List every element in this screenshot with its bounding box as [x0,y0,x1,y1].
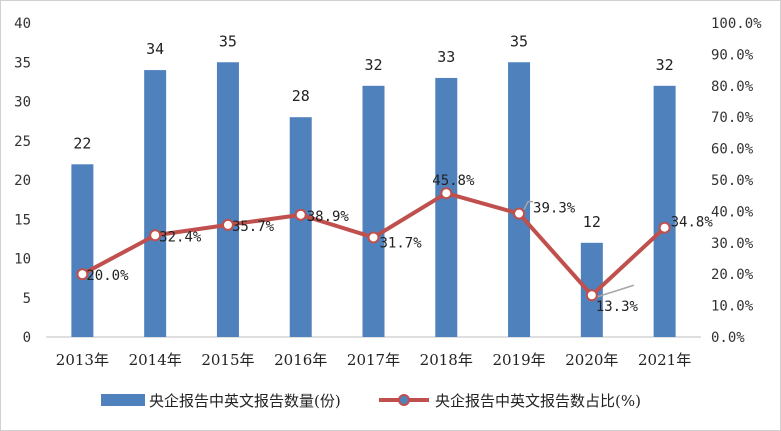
bar-value-label: 22 [73,134,91,152]
legend: 央企报告中英文报告数量(份) 央企报告中英文报告数占比(%) [101,392,641,410]
bar-series [71,62,676,337]
line-point-marker [440,187,453,200]
x-tick-label: 2017年 [347,351,400,369]
line-point-marker [76,268,89,281]
bar-data-labels: 22 34 35 28 32 33 35 12 32 [73,32,673,231]
bar [71,164,94,337]
line-point-marker [513,207,526,220]
right-tick-label: 90.0% [711,47,754,63]
left-tick-label: 30 [14,95,31,111]
bar [144,70,167,337]
line-value-label: 45.8% [432,173,475,189]
x-axis-ticks: 2013年 2014年 2015年 2016年 2017年 2018年 2019年 2020年… [56,351,691,369]
bar-value-label: 35 [510,32,528,50]
leader-line [595,284,635,298]
line-value-label: 13.3% [596,299,639,315]
label-leader-lines [523,200,635,298]
bar [362,85,385,337]
left-axis-ticks: 0 5 10 15 20 25 30 35 40 [14,16,31,346]
legend-swatch-bar [101,394,145,406]
line-value-label: 39.3% [533,201,576,217]
line-point-marker [294,208,307,221]
line-point-marker [585,289,598,302]
right-tick-label: 70.0% [711,110,754,126]
left-tick-label: 20 [14,173,31,189]
line-value-label: 20.0% [86,268,129,284]
legend-label-bar: 央企报告中英文报告数量(份) [149,392,341,410]
bar-value-label: 33 [437,48,455,66]
bar [653,85,676,337]
x-tick-label: 2014年 [129,351,182,369]
right-tick-label: 0.0% [711,330,745,346]
bar [508,62,531,337]
bar [216,62,239,337]
right-tick-label: 40.0% [711,204,754,220]
legend-label-line: 央企报告中英文报告数占比(%) [435,392,641,410]
right-tick-label: 10.0% [711,299,754,315]
line-point-marker [221,218,234,231]
left-tick-label: 15 [14,212,31,228]
bar [289,117,312,337]
bar-value-label: 34 [146,40,164,58]
left-tick-label: 5 [23,291,31,307]
right-tick-label: 50.0% [711,173,754,189]
line-value-label: 32.4% [159,229,202,245]
bar-value-label: 12 [583,213,601,231]
x-tick-label: 2013年 [56,351,109,369]
bar-value-label: 32 [656,56,674,74]
left-tick-label: 10 [14,252,31,268]
right-tick-label: 80.0% [711,79,754,95]
line-point-marker [658,221,671,234]
line-value-label: 38.9% [307,209,350,225]
left-tick-label: 40 [14,16,31,32]
right-tick-label: 100.0% [711,16,762,32]
line-value-label: 35.7% [232,219,275,235]
left-tick-label: 35 [14,55,31,71]
bar [435,77,458,337]
line-value-label: 31.7% [380,235,423,251]
x-tick-label: 2019年 [492,351,545,369]
bar-value-label: 32 [364,56,382,74]
left-tick-label: 25 [14,134,31,150]
line-value-label: 34.8% [671,215,714,231]
line-point-marker [149,229,162,242]
line-data-labels: 20.0% 32.4% 35.7% 38.9% 31.7% 45.8% 39.3% 13.3%… [86,173,713,315]
right-tick-label: 60.0% [711,142,754,158]
left-tick-label: 0 [23,330,31,346]
bar-value-label: 35 [219,32,237,50]
legend-swatch-marker [398,394,410,406]
line-point-marker [367,231,380,244]
bar-value-label: 28 [292,87,310,105]
right-tick-label: 30.0% [711,236,754,252]
x-tick-label: 2015年 [201,351,254,369]
x-tick-label: 2020年 [565,351,618,369]
x-tick-label: 2016年 [274,351,327,369]
right-tick-label: 20.0% [711,267,754,283]
line-series [76,187,671,302]
right-axis-ticks: 0.0% 10.0% 20.0% 30.0% 40.0% 50.0% 60.0% 70.0% 8… [711,16,762,346]
x-tick-label: 2021年 [638,351,691,369]
leader-line [523,200,534,210]
x-tick-label: 2018年 [420,351,473,369]
